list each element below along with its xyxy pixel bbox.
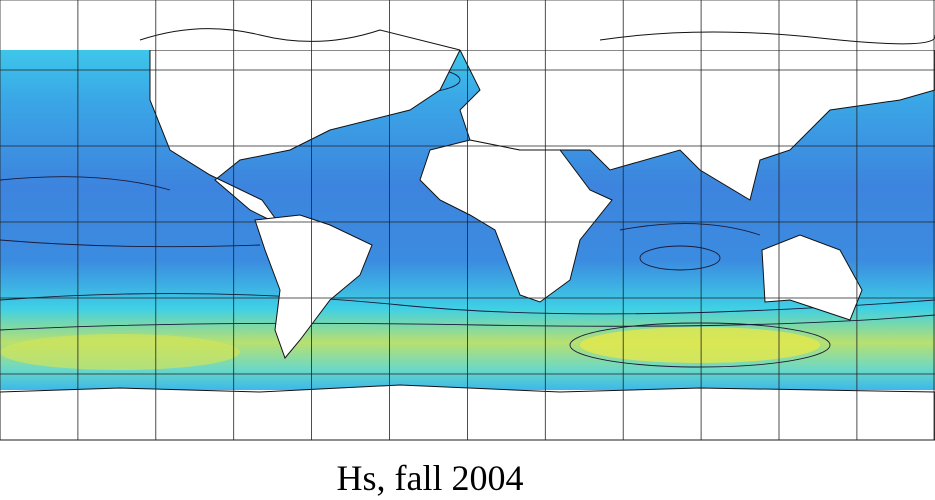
- graticule: [0, 0, 935, 441]
- australia: [761, 234, 863, 321]
- high-wave-zone: [580, 327, 820, 363]
- contour: [619, 223, 761, 236]
- eurasia: [459, 49, 935, 201]
- arctic-coast: [139, 28, 935, 51]
- contour: [0, 239, 261, 248]
- contours: [0, 65, 935, 368]
- contour: [0, 293, 935, 315]
- contour: [639, 245, 721, 271]
- contour: [0, 176, 171, 191]
- high-wave-zone: [0, 334, 240, 370]
- contour: [569, 322, 831, 368]
- caption: Hs, fall 2004: [337, 458, 524, 498]
- north-america: [149, 49, 461, 226]
- south-america: [254, 214, 373, 359]
- contour: [0, 314, 935, 331]
